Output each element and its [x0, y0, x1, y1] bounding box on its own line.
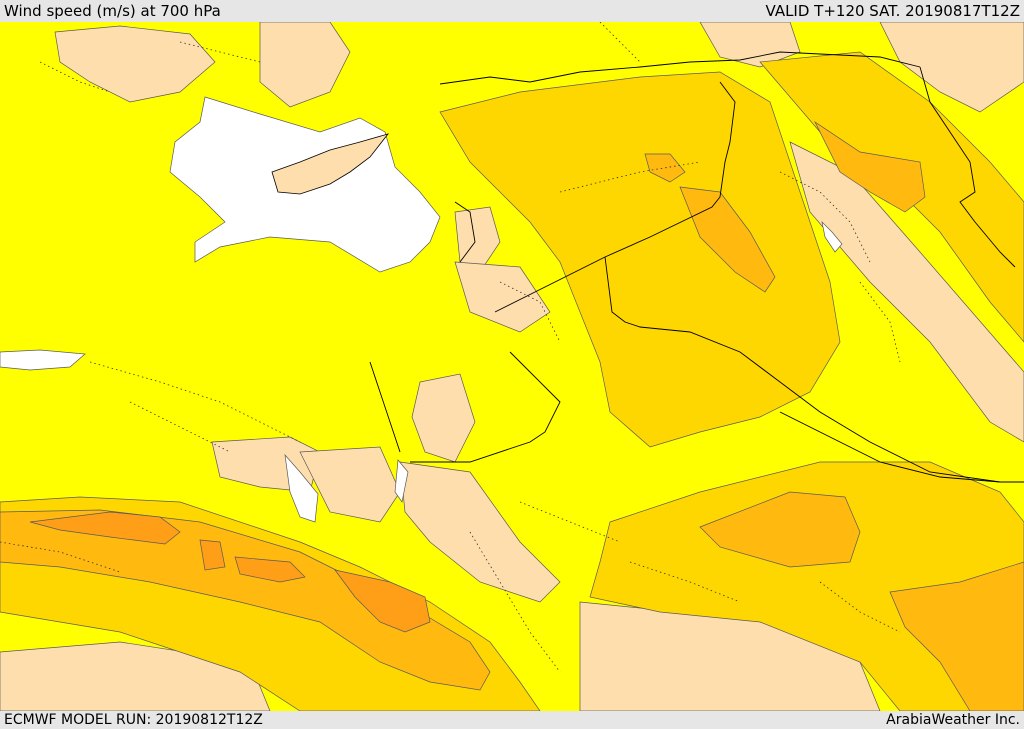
highest-zone-arabia [334, 569, 431, 633]
border-jordan-saudi [604, 256, 1024, 483]
highest-zone-egypt [29, 511, 181, 545]
low-zone-turkey-east [259, 22, 351, 108]
footer-bar: ECMWF MODEL RUN: 20190812T12Z ArabiaWeat… [0, 711, 1024, 729]
sea-mediterranean-west [0, 349, 86, 371]
high-zone-iraq [439, 71, 841, 448]
credit: ArabiaWeather Inc. [886, 712, 1020, 728]
low-zone-caucasus [699, 22, 801, 68]
valid-time: VALID T+120 SAT. 20190817T12Z [765, 2, 1020, 20]
higher-zone-iraq-west [679, 186, 776, 293]
border-syria-iraq [494, 81, 736, 313]
model-run: ECMWF MODEL RUN: 20190812T12Z [4, 712, 263, 728]
sea-gulf-of-aqaba [394, 459, 409, 503]
map-title: Wind speed (m/s) at 700 hPa [4, 2, 221, 20]
higher-zone-east-edge [889, 561, 1024, 711]
border-saudi-iraq-east [779, 411, 1001, 483]
political-borders [369, 51, 1024, 483]
higher-zone-iraq-east [814, 120, 926, 213]
island-cyprus [271, 133, 390, 195]
border-jordan-iraq [410, 351, 561, 463]
highest-wind-zones [29, 511, 431, 633]
admin-boundaries [0, 22, 901, 673]
border-iraq-iran [919, 66, 1016, 268]
higher-wind-zones [0, 120, 1024, 711]
wind-speed-map [0, 22, 1024, 711]
low-zone-hijaz [399, 461, 561, 603]
low-zone-turkey-west [54, 25, 216, 103]
highest-zone-egypt-2 [199, 539, 226, 571]
high-zone-saudi-east [589, 461, 1024, 711]
higher-zone-syria [644, 153, 686, 183]
border-egypt-israel [369, 361, 401, 453]
header-bar: Wind speed (m/s) at 700 hPa VALID T+120 … [0, 0, 1024, 22]
low-zone-lebanon [454, 206, 501, 273]
low-zone-negev [299, 446, 401, 523]
sea-lake [821, 220, 843, 253]
higher-zone-red-sea [0, 509, 491, 691]
highest-zone-red-sea [234, 556, 306, 583]
border-turkey-syria [439, 51, 921, 85]
sea-gulf-of-suez [284, 453, 319, 523]
border-lebanon [454, 201, 476, 263]
low-zone-zagros [789, 141, 1024, 443]
low-zone-syria-west [454, 261, 551, 333]
higher-zone-saudi [699, 491, 861, 568]
